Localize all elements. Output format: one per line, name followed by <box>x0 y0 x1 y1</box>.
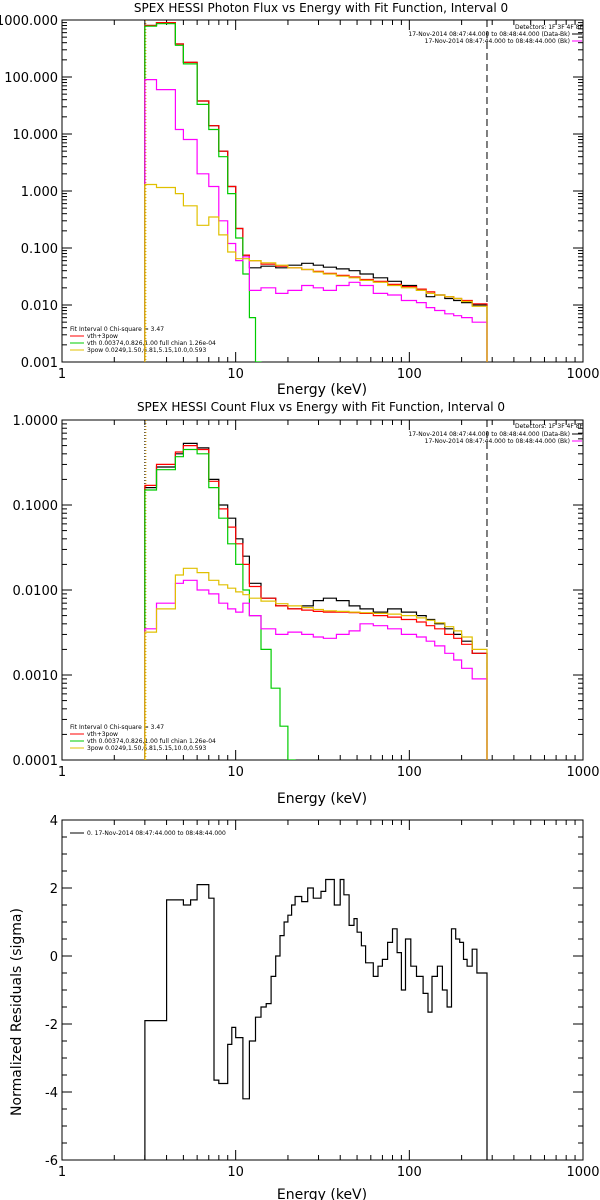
y-tick-label: -2 <box>45 1018 58 1033</box>
legend-entry: vth+3pow <box>87 333 118 340</box>
series-line <box>144 445 488 760</box>
legend-entry: vth 0.00374,0.826,1.00 full chian 1.26e-… <box>87 340 216 347</box>
info-line: 17-Nov-2014 08:47:44.000 to 08:48:44.000… <box>408 431 570 438</box>
info-line: 17-Nov-2014 08:47:44.000 to 08:48:44.000… <box>425 438 570 445</box>
y-tick-label: 4 <box>50 814 58 829</box>
x-tick-label: 10 <box>227 367 244 382</box>
x-tick-label: 1 <box>58 765 66 780</box>
legend-entry: 3pow 0.0249,1.50,6.81,5.15,10.0,0.593 <box>87 347 206 354</box>
series-line <box>144 878 488 1160</box>
series-line <box>144 79 488 362</box>
x-tick-label: 1000 <box>566 367 599 382</box>
series-line <box>144 579 488 760</box>
y-tick-label: 0 <box>50 950 58 965</box>
series-line <box>144 567 488 760</box>
residual-legend: 0. 17-Nov-2014 08:47:44.000 to 08:48:44.… <box>70 830 226 837</box>
legend-entry: 3pow 0.0249,1.50,6.81,5.15,10.0,0.593 <box>87 745 206 752</box>
y-tick-label: 0.010 <box>21 299 58 314</box>
fit-legend: Fit Interval 0 Chi-square = 3.47 vth+3po… <box>70 724 216 752</box>
series-line <box>144 183 488 362</box>
info-line: Detectors: 1F 3F 4F 8F <box>515 24 584 31</box>
info-line: Detectors: 1F 3F 4F 8F <box>515 423 584 430</box>
y-tick-label: 1000.000 <box>0 14 58 29</box>
x-tick-label: 1 <box>58 1165 66 1180</box>
y-tick-label: 1.000 <box>21 185 58 200</box>
x-tick-label: 100 <box>397 367 422 382</box>
y-tick-label: -4 <box>45 1086 58 1101</box>
y-tick-label: 100.000 <box>4 71 58 86</box>
series-group <box>144 22 488 362</box>
x-tick-label: 100 <box>397 765 422 780</box>
series-line <box>144 448 296 760</box>
series-line <box>144 22 488 362</box>
legend-entry: vth 0.00374,0.826,1.00 full chian 1.26e-… <box>87 738 216 745</box>
x-tick-label: 1000 <box>566 765 599 780</box>
detector-info: Detectors: 1F 3F 4F 8F 17-Nov-2014 08:47… <box>408 423 583 445</box>
y-tick-label: 0.0100 <box>13 584 59 599</box>
y-tick-label: 0.1000 <box>13 499 59 514</box>
x-tick-label: 1 <box>58 367 66 382</box>
legend-header: Fit Interval 0 Chi-square = 3.47 <box>70 724 164 731</box>
y-tick-label: -6 <box>45 1154 58 1169</box>
x-axis-label: Energy (keV) <box>277 1187 367 1200</box>
series-line <box>144 23 262 362</box>
x-axis-label: Energy (keV) <box>277 791 367 807</box>
y-tick-label: 1.0000 <box>13 414 59 429</box>
y-tick-label: 2 <box>50 882 58 897</box>
plot-frame <box>61 419 584 761</box>
legend-entry: vth+3pow <box>87 731 118 738</box>
legend-header: Fit Interval 0 Chi-square = 3.47 <box>70 326 164 333</box>
y-tick-label: 10.000 <box>13 128 59 143</box>
series-line <box>144 22 488 362</box>
legend-entry: 0. 17-Nov-2014 08:47:44.000 to 08:48:44.… <box>87 830 226 837</box>
plot-frame <box>61 819 584 1161</box>
y-tick-label: 0.001 <box>21 356 58 371</box>
x-tick-label: 1000 <box>566 1165 599 1180</box>
count-flux-panel: SPEX HESSI Count Flux vs Energy with Fit… <box>13 400 600 807</box>
x-tick-label: 10 <box>227 1165 244 1180</box>
series-group <box>144 442 488 760</box>
chart-title: SPEX HESSI Photon Flux vs Energy with Fi… <box>134 1 508 15</box>
photon-flux-panel: SPEX HESSI Photon Flux vs Energy with Fi… <box>0 1 600 398</box>
series-line <box>144 442 488 760</box>
y-axis-label: Normalized Residuals (sigma) <box>9 908 25 1116</box>
x-tick-label: 10 <box>227 765 244 780</box>
y-tick-label: 0.0010 <box>13 669 59 684</box>
x-axis-label: Energy (keV) <box>277 382 367 398</box>
series-group <box>144 878 488 1160</box>
info-line: 17-Nov-2014 08:47:44.000 to 08:48:44.000… <box>408 31 570 38</box>
plot-frame <box>61 19 584 363</box>
y-tick-label: 0.100 <box>21 242 58 257</box>
detector-info: Detectors: 1F 3F 4F 8F 17-Nov-2014 08:47… <box>408 24 583 45</box>
x-tick-label: 100 <box>397 1165 422 1180</box>
info-line: 17-Nov-2014 08:47:44.000 to 08:48:44.000… <box>425 38 570 45</box>
residuals-panel: Normalized Residuals (sigma) 0. 17-Nov-2… <box>9 814 600 1200</box>
chart-title: SPEX HESSI Count Flux vs Energy with Fit… <box>137 400 505 414</box>
y-tick-label: 0.0001 <box>13 754 59 769</box>
fit-legend: Fit Interval 0 Chi-square = 3.47 vth+3po… <box>70 326 216 354</box>
